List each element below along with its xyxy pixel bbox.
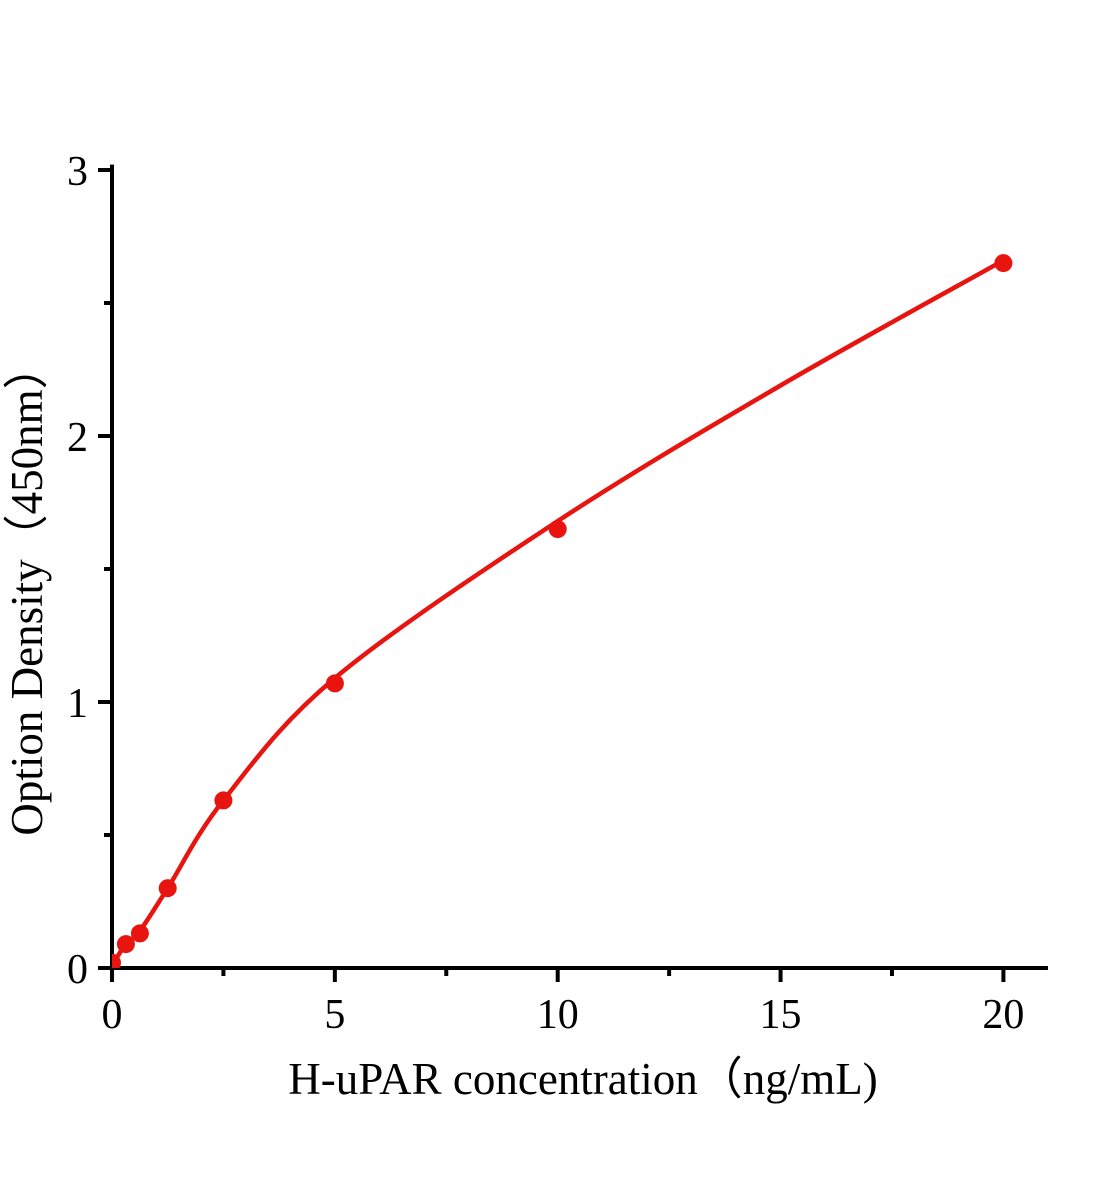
x-tick-label: 15	[760, 992, 802, 1038]
data-point	[112, 953, 121, 968]
data-point	[214, 791, 233, 810]
data-point	[116, 935, 135, 954]
x-tick-label: 20	[982, 992, 1024, 1038]
data-point	[325, 674, 344, 693]
data-point	[994, 254, 1013, 273]
y-tick-label: 3	[67, 149, 88, 195]
y-axis-title: Option Density（450nm）	[2, 344, 52, 835]
y-tick-label: 1	[67, 681, 88, 727]
y-tick-label: 2	[67, 415, 88, 461]
data-point	[548, 520, 567, 539]
x-tick-label: 0	[102, 992, 123, 1038]
x-tick-label: 10	[537, 992, 579, 1038]
data-point	[158, 879, 177, 898]
x-axis-title: H-uPAR concentration（ng/mL)	[288, 1054, 878, 1104]
y-tick-label: 0	[67, 947, 88, 993]
fit-curve	[112, 258, 1006, 968]
x-tick-label: 5	[324, 992, 345, 1038]
data-point	[130, 924, 149, 943]
